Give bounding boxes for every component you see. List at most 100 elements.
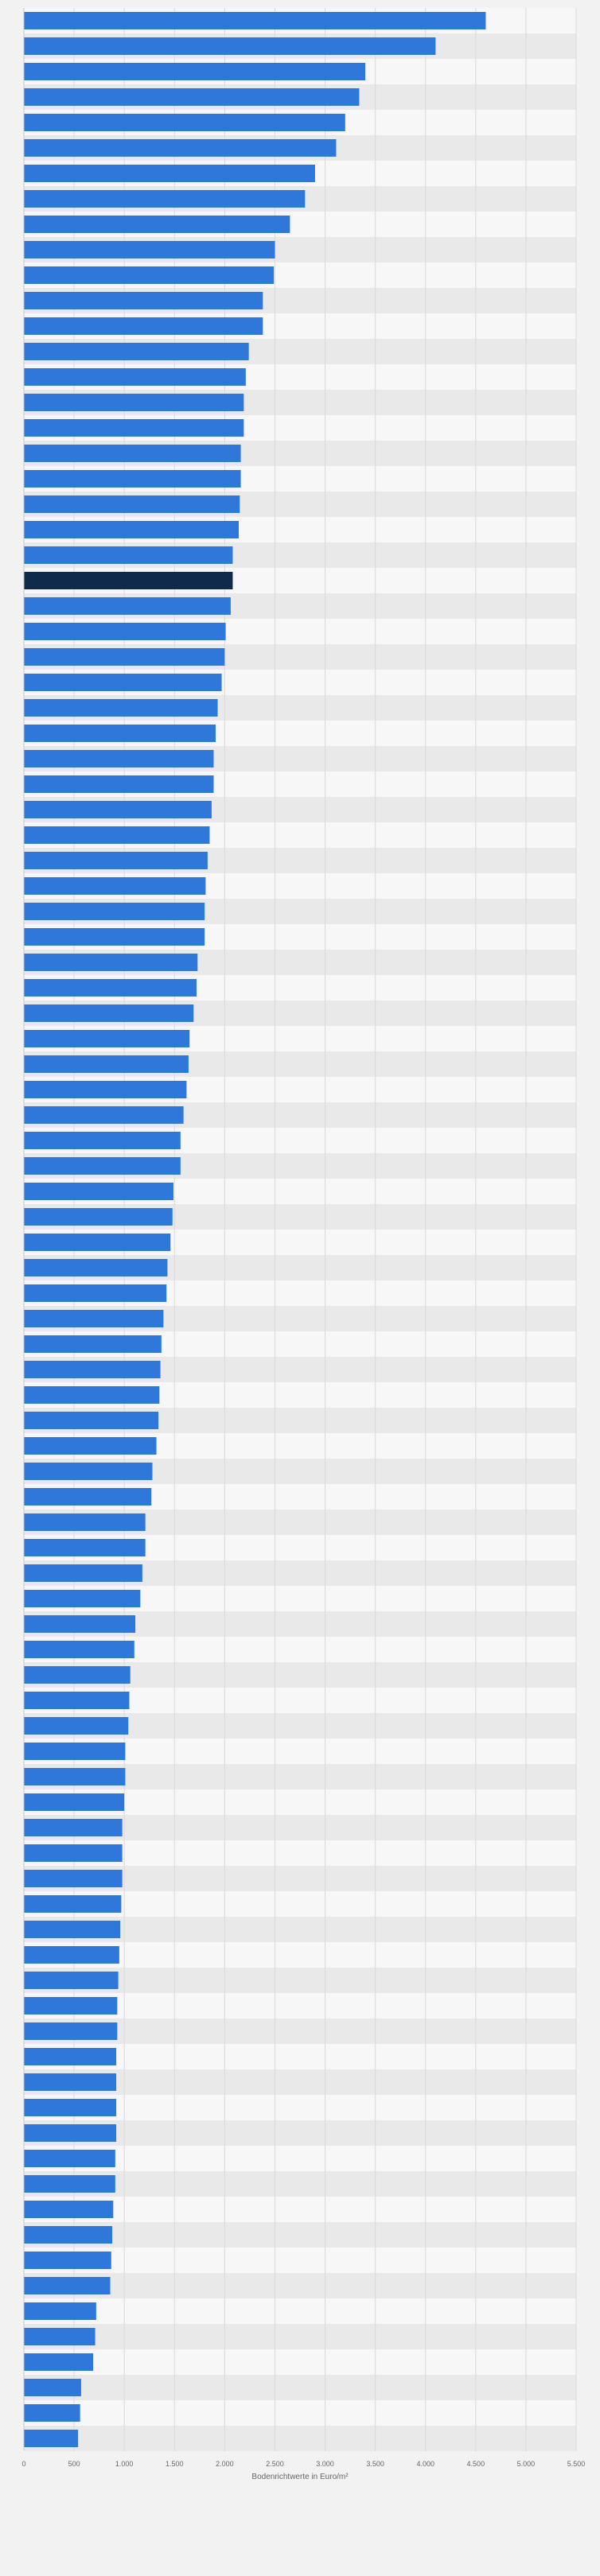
bar[interactable]: [24, 37, 436, 55]
bar[interactable]: [24, 343, 249, 360]
bar[interactable]: [24, 725, 216, 742]
bar[interactable]: [24, 1004, 194, 1022]
bar[interactable]: [24, 2353, 94, 2371]
bar[interactable]: [24, 674, 222, 691]
bar[interactable]: [24, 1081, 187, 1098]
bar[interactable]: [24, 1132, 181, 1149]
bar[interactable]: [24, 1819, 123, 1836]
bar[interactable]: [24, 1844, 123, 1862]
bar[interactable]: [24, 317, 263, 335]
bar[interactable]: [24, 2430, 79, 2447]
bar[interactable]: [24, 2277, 111, 2294]
bar[interactable]: [24, 877, 206, 895]
bar[interactable]: [24, 2048, 117, 2065]
bar[interactable]: [24, 12, 486, 29]
bar[interactable]: [24, 1488, 152, 1506]
bar[interactable]: [24, 1615, 136, 1633]
bar[interactable]: [24, 801, 212, 818]
bar[interactable]: [24, 190, 306, 208]
bar[interactable]: [24, 1641, 134, 1658]
bar[interactable]: [24, 597, 231, 615]
bar[interactable]: [24, 2022, 118, 2040]
bar[interactable]: [24, 88, 360, 106]
bar[interactable]: [24, 521, 240, 538]
bar[interactable]: [24, 266, 275, 284]
bar[interactable]: [24, 63, 366, 80]
bar[interactable]: [24, 2226, 113, 2244]
bar[interactable]: [24, 1692, 130, 1709]
bar[interactable]: [24, 979, 197, 997]
x-tick-label: 1.500: [166, 2460, 184, 2468]
bar[interactable]: [24, 1284, 167, 1302]
bar[interactable]: [24, 546, 233, 564]
bar[interactable]: [24, 1030, 190, 1047]
bar[interactable]: [24, 1997, 118, 2015]
bar[interactable]: [24, 2099, 117, 2116]
bar[interactable]: [24, 2150, 115, 2167]
bar[interactable]: [24, 1590, 141, 1607]
bar[interactable]: [24, 2201, 114, 2218]
bar[interactable]: [24, 1335, 162, 1353]
bar[interactable]: [24, 1793, 125, 1811]
bar[interactable]: [24, 1208, 173, 1226]
bar[interactable]: [24, 648, 225, 666]
bar[interactable]: [24, 775, 214, 793]
bar[interactable]: [24, 2252, 111, 2269]
bar[interactable]: [24, 1437, 157, 1455]
bar[interactable]: [24, 419, 244, 437]
bar[interactable]: [24, 1870, 123, 1887]
bar[interactable]: [24, 1412, 159, 1429]
bar[interactable]: [24, 1463, 153, 1480]
bar[interactable]: [24, 1972, 119, 1989]
bar[interactable]: [24, 1106, 184, 1124]
bar[interactable]: [24, 2073, 117, 2091]
bar[interactable]: [24, 2124, 117, 2142]
bar[interactable]: [24, 1055, 189, 1073]
bar[interactable]: [24, 699, 218, 717]
bar[interactable]: [24, 1183, 174, 1200]
bar[interactable]: [24, 241, 275, 258]
x-tick-label: 3.000: [316, 2460, 334, 2468]
bar[interactable]: [24, 292, 263, 309]
bar[interactable]: [24, 165, 315, 182]
bar[interactable]: [24, 1386, 160, 1404]
bar[interactable]: [24, 1743, 126, 1760]
bar[interactable]: [24, 903, 205, 920]
x-tick-label: 5.500: [567, 2460, 586, 2468]
bar[interactable]: [24, 1259, 168, 1276]
bar[interactable]: [24, 1768, 126, 1785]
bar[interactable]: [24, 216, 290, 233]
bar[interactable]: [24, 826, 210, 844]
bar[interactable]: [24, 852, 208, 869]
bar[interactable]: [24, 750, 214, 767]
bar[interactable]: [24, 928, 205, 946]
bar[interactable]: [24, 2379, 81, 2396]
bar[interactable]: [24, 368, 246, 386]
bar[interactable]: [24, 2404, 80, 2422]
bar[interactable]: [24, 1666, 131, 1684]
bar[interactable]: [24, 495, 240, 513]
bar[interactable]: [24, 1946, 119, 1964]
bar[interactable]: [24, 1361, 161, 1378]
bar[interactable]: [24, 139, 337, 157]
row-stripe: [24, 2171, 576, 2197]
bar[interactable]: [24, 445, 241, 462]
bar[interactable]: [24, 1539, 146, 1556]
bar[interactable]: [24, 623, 226, 640]
bar[interactable]: [24, 470, 241, 488]
bar[interactable]: [24, 2302, 96, 2320]
bar[interactable]: [24, 954, 198, 971]
bar[interactable]: [24, 1921, 121, 1938]
bar-highlighted[interactable]: [24, 572, 233, 589]
bar[interactable]: [24, 114, 345, 131]
bar[interactable]: [24, 1157, 181, 1175]
bar[interactable]: [24, 394, 244, 411]
bar[interactable]: [24, 1895, 122, 1913]
bar[interactable]: [24, 1513, 146, 1531]
bar[interactable]: [24, 2175, 115, 2193]
bar[interactable]: [24, 1234, 171, 1251]
bar[interactable]: [24, 1310, 164, 1327]
bar[interactable]: [24, 2328, 95, 2345]
bar[interactable]: [24, 1717, 129, 1735]
bar[interactable]: [24, 1564, 142, 1582]
